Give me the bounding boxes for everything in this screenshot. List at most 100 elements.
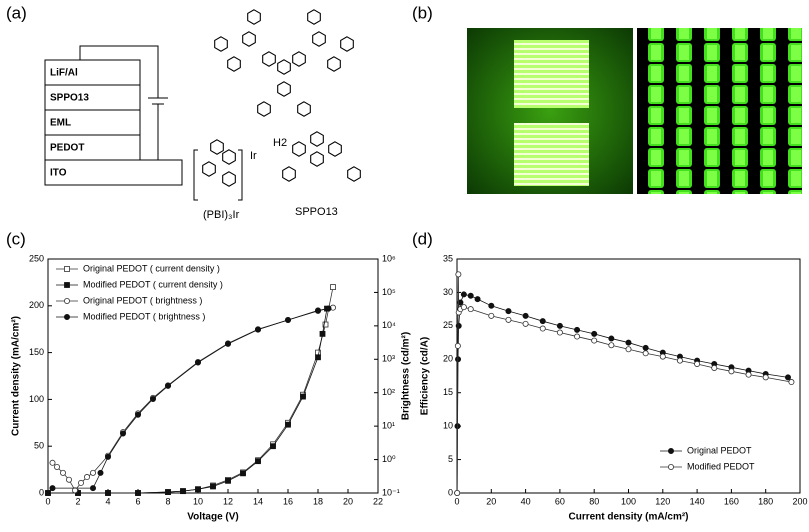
x-tick-label: 120 [655,496,670,506]
marker [762,374,769,381]
y-tick-label: 200 [29,300,44,310]
marker [135,490,141,496]
y2-tick-label: 10⁰ [382,454,396,464]
molecule-name: (PBI)₃Ir [203,209,240,221]
x-tick-label: 12 [223,496,233,506]
y-tick-label: 0 [39,487,44,497]
y2-tick-label: 10³ [382,354,395,364]
marker [315,354,321,361]
marker [105,453,112,460]
y2-tick-label: 10⁴ [382,320,396,330]
marker [325,305,332,312]
marker [467,306,474,313]
y-tick-label: 20 [443,354,453,364]
y2-axis-label: Brightness (cd/m²) [401,332,412,420]
molecule-name: SPPO13 [295,206,338,218]
x-tick-label: 22 [373,496,383,506]
legend-label: Modified PEDOT [687,461,755,471]
x-tick-label: 100 [621,496,636,506]
marker [49,459,56,466]
marker [315,349,321,356]
marker [784,374,791,381]
y-tick-label: 5 [448,454,453,464]
marker [454,342,461,349]
marker [255,458,261,465]
marker [745,371,752,378]
marker [591,330,598,337]
marker [60,469,67,476]
x-tick-label: 0 [454,496,459,506]
marker [45,490,51,496]
y-axis-label: Current density (mA/cm²) [11,316,22,436]
y-tick-label: 100 [29,394,44,404]
marker [608,342,615,349]
marker [180,488,186,495]
marker [467,292,474,299]
marker [454,489,461,496]
marker [642,344,649,351]
layer-label: PEDOT [50,143,84,154]
layer-label: SPPO13 [50,93,89,104]
y-tick-label: 15 [443,387,453,397]
marker [460,291,467,298]
marker [254,326,261,333]
y-axis-label: Efficiency (cd/A) [420,337,431,415]
x-tick-label: 180 [758,496,773,506]
legend-marker [64,282,70,288]
photo [467,28,802,194]
y-tick-label: 250 [29,253,44,263]
x-tick-label: 40 [521,496,531,506]
x-tick-label: 2 [75,496,80,506]
marker [659,353,666,360]
x-tick-label: 20 [343,496,353,506]
device-stack [44,45,183,186]
marker [78,479,85,486]
x-tick-label: 160 [724,496,739,506]
y2-tick-label: 10¹ [382,421,395,431]
legend-marker [64,266,70,272]
marker [224,340,231,347]
marker [522,320,529,327]
marker [134,411,141,418]
legend-label: Original PEDOT [687,445,752,455]
marker [330,284,336,290]
legend-marker [64,313,71,320]
y-tick-label: 0 [448,487,453,497]
series-line [48,308,328,494]
marker [522,312,529,319]
marker [608,335,615,342]
atom-label: Ir [250,150,257,162]
y2-tick-label: 10⁵ [382,287,396,297]
layer-label: LiF/Al [50,68,78,79]
marker [574,326,581,333]
marker [164,382,171,389]
panel-label: (d) [412,229,433,248]
marker [72,487,79,494]
panel-label: (c) [6,229,26,248]
marker [300,393,306,400]
panel-label: (a) [6,3,27,22]
plot-frame [47,258,379,494]
marker [505,316,512,323]
series-line [52,307,334,492]
marker [105,490,111,496]
panel-label: (b) [412,3,433,22]
legend-marker [668,463,675,470]
x-tick-label: 20 [486,496,496,506]
x-tick-label: 14 [253,496,263,506]
marker [642,350,649,357]
x-tick-label: 10 [193,496,203,506]
x-tick-label: 80 [589,496,599,506]
marker [149,395,156,402]
molecule-structure [193,9,361,201]
y-tick-label: 35 [443,253,453,263]
marker [556,322,563,329]
marker [54,463,61,470]
x-tick-label: 6 [135,496,140,506]
marker [591,337,598,344]
marker [455,322,462,329]
legend-label: Original PEDOT ( brightness ) [83,295,202,305]
y-tick-label: 30 [443,287,453,297]
marker [488,302,495,309]
